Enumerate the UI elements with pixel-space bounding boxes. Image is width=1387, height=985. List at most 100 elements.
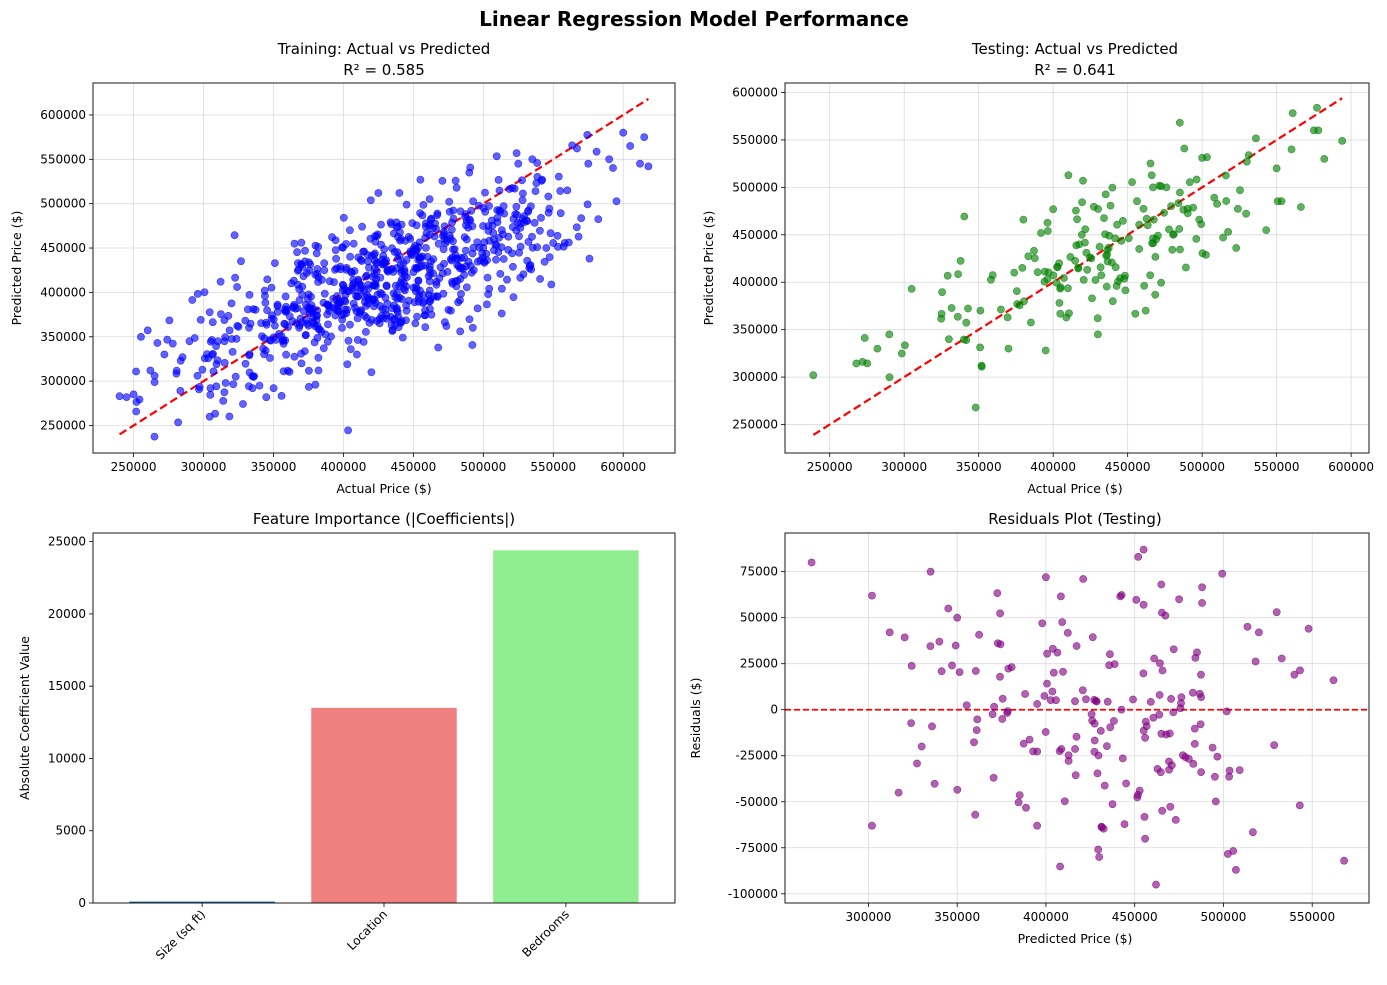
y-tick-label: 250000 (40, 418, 86, 432)
scatter-point (434, 343, 443, 352)
scatter-point (585, 254, 594, 263)
scatter-point (1149, 239, 1158, 247)
scatter-point (900, 633, 909, 642)
scatter-point (303, 294, 312, 303)
scatter-point (176, 386, 185, 395)
scatter-point (129, 390, 138, 399)
scatter-point (1222, 197, 1231, 205)
scatter-point (1094, 205, 1102, 213)
scatter-point (1197, 220, 1206, 228)
scatter-point (544, 208, 553, 217)
scatter-point (257, 319, 265, 327)
scatter-point (228, 347, 237, 356)
scatter-point (1131, 309, 1140, 318)
scatter-point (150, 432, 159, 441)
scatter-point (400, 286, 409, 295)
scatter-point (559, 242, 568, 251)
scatter-point (411, 264, 419, 272)
scatter-point (1060, 797, 1069, 806)
scatter-point (976, 306, 985, 315)
scatter-point (246, 319, 255, 328)
scatter-point (547, 280, 556, 289)
scatter-point (1262, 226, 1271, 234)
scatter-point (372, 316, 381, 325)
scatter-point (573, 144, 581, 153)
scatter-point (468, 341, 477, 349)
x-tick-label: 550000 (1254, 460, 1300, 474)
x-tick-label: 350000 (934, 910, 980, 924)
scatter-point (1071, 697, 1079, 706)
scatter-point (320, 259, 329, 268)
scatter-point (1290, 670, 1299, 679)
scatter-point (360, 247, 368, 256)
scatter-point (1018, 263, 1027, 272)
scatter-point (1139, 545, 1148, 554)
scatter-point (1030, 246, 1038, 255)
scatter-point (935, 637, 944, 646)
scatter-point (594, 215, 603, 223)
scatter-point (1043, 227, 1052, 235)
scatter-point (473, 304, 482, 313)
scatter-point (1097, 271, 1106, 280)
scatter-point (408, 219, 417, 227)
scatter-point (1180, 144, 1189, 153)
scatter-point (280, 319, 289, 328)
scatter-point (216, 277, 225, 286)
scatter-point (1198, 583, 1206, 592)
scatter-point (1106, 650, 1114, 659)
scatter-point (363, 257, 372, 266)
scatter-point (344, 336, 353, 345)
scatter-point (290, 352, 299, 361)
scatter-point (289, 303, 297, 312)
scatter-point (281, 292, 290, 301)
scatter-point (239, 400, 247, 408)
scatter-point (1155, 691, 1164, 699)
scatter-point (297, 359, 306, 368)
scatter-point (397, 295, 406, 303)
scatter-point (483, 273, 492, 282)
scatter-point (433, 211, 441, 220)
training-title: Training: Actual vs Predicted (277, 40, 491, 58)
scatter-point (220, 358, 229, 367)
scatter-point (509, 262, 517, 271)
scatter-point (416, 175, 425, 184)
x-tick-label: 400000 (1030, 460, 1076, 474)
scatter-point (301, 331, 310, 339)
scatter-point (293, 248, 301, 257)
scatter-point (954, 270, 962, 278)
scatter-point (1105, 661, 1114, 670)
scatter-point (1058, 618, 1067, 626)
scatter-point (425, 195, 434, 203)
scatter-point (1134, 553, 1143, 561)
scatter-point (1116, 274, 1125, 282)
y-tick-label: 0 (770, 703, 778, 717)
scatter-point (469, 197, 477, 206)
scatter-point (324, 320, 332, 329)
scatter-point (269, 315, 278, 324)
scatter-point (1030, 254, 1039, 263)
scatter-point (1320, 154, 1329, 163)
y-tick-label: 400000 (40, 285, 86, 299)
scatter-point (636, 159, 644, 168)
scatter-point (1158, 666, 1167, 675)
scatter-point (516, 219, 525, 228)
scatter-point (132, 367, 140, 376)
scatter-point (1249, 828, 1257, 837)
scatter-point (398, 333, 407, 342)
scatter-point (205, 412, 214, 421)
scatter-point (395, 189, 404, 197)
scatter-point (1120, 820, 1129, 828)
scatter-point (1141, 733, 1149, 742)
scatter-point (224, 311, 233, 320)
scatter-point (1101, 230, 1109, 239)
scatter-point (498, 230, 507, 239)
scatter-point (1102, 282, 1111, 291)
scatter-point (332, 254, 340, 263)
scatter-point (1004, 664, 1013, 673)
scatter-point (998, 694, 1007, 703)
scatter-point (390, 314, 399, 323)
scatter-point (907, 662, 916, 670)
scatter-point (229, 380, 238, 389)
scatter-point (1049, 668, 1058, 677)
y-tick-label: 300000 (40, 374, 86, 388)
